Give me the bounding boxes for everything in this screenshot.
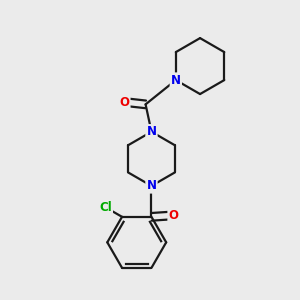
Text: Cl: Cl — [99, 201, 112, 214]
Text: N: N — [146, 125, 157, 138]
Text: O: O — [119, 95, 129, 109]
Text: O: O — [169, 209, 178, 222]
Text: N: N — [171, 74, 181, 87]
Text: N: N — [146, 179, 157, 192]
